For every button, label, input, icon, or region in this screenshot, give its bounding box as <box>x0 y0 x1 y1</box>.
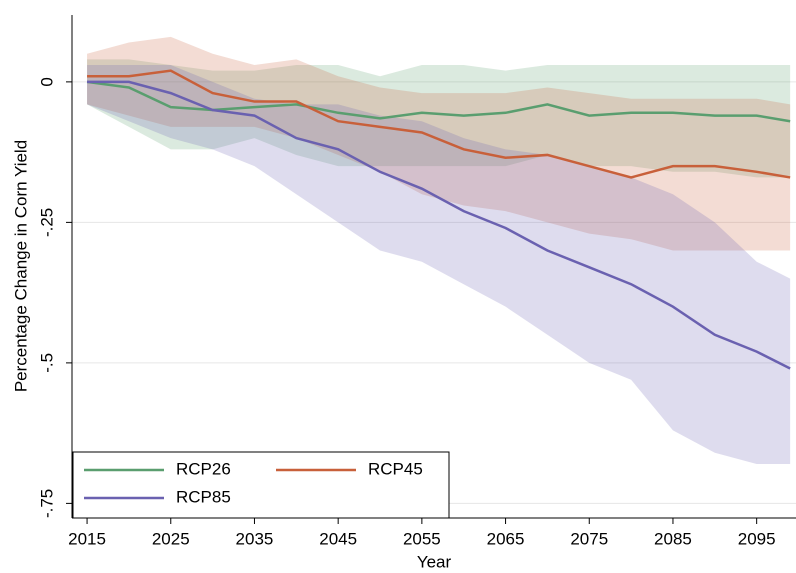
lines <box>86 69 791 370</box>
confidence-band <box>87 36 791 251</box>
x-tick-label: 2025 <box>152 529 190 548</box>
bands <box>87 36 791 465</box>
x-tick-label: 2055 <box>403 529 441 548</box>
x-tick-label: 2095 <box>738 529 776 548</box>
y-axis-title: Percentage Change in Corn Yield <box>11 140 30 392</box>
legend: RCP26 RCP45 RCP85 <box>72 451 450 519</box>
legend-label: RCP85 <box>176 487 231 506</box>
x-axis-title: Year <box>417 552 452 571</box>
x-tick-label: 2035 <box>236 529 274 548</box>
series-line <box>87 80 791 370</box>
legend-box <box>72 451 450 519</box>
y-tick-label: -.5 <box>37 353 56 373</box>
legend-label: RCP26 <box>176 459 231 478</box>
series-line <box>86 80 791 123</box>
x-tick-label: 2065 <box>487 529 525 548</box>
y-tick-label: 0 <box>37 77 56 86</box>
x-tick-label: 2085 <box>654 529 692 548</box>
confidence-band <box>87 65 791 465</box>
x-tick-label: 2045 <box>319 529 357 548</box>
y-tick-label: -.25 <box>37 208 56 237</box>
x-tick-label: 2075 <box>570 529 608 548</box>
y-tick-label: -.75 <box>37 489 56 518</box>
legend-label: RCP45 <box>368 459 423 478</box>
series-line <box>87 69 791 179</box>
x-tick-label: 2015 <box>68 529 106 548</box>
ticks: 0 -.25 -.5 -.75 2015 2025 2035 2045 2055 2065 2075… <box>37 77 775 548</box>
confidence-band <box>87 59 791 178</box>
